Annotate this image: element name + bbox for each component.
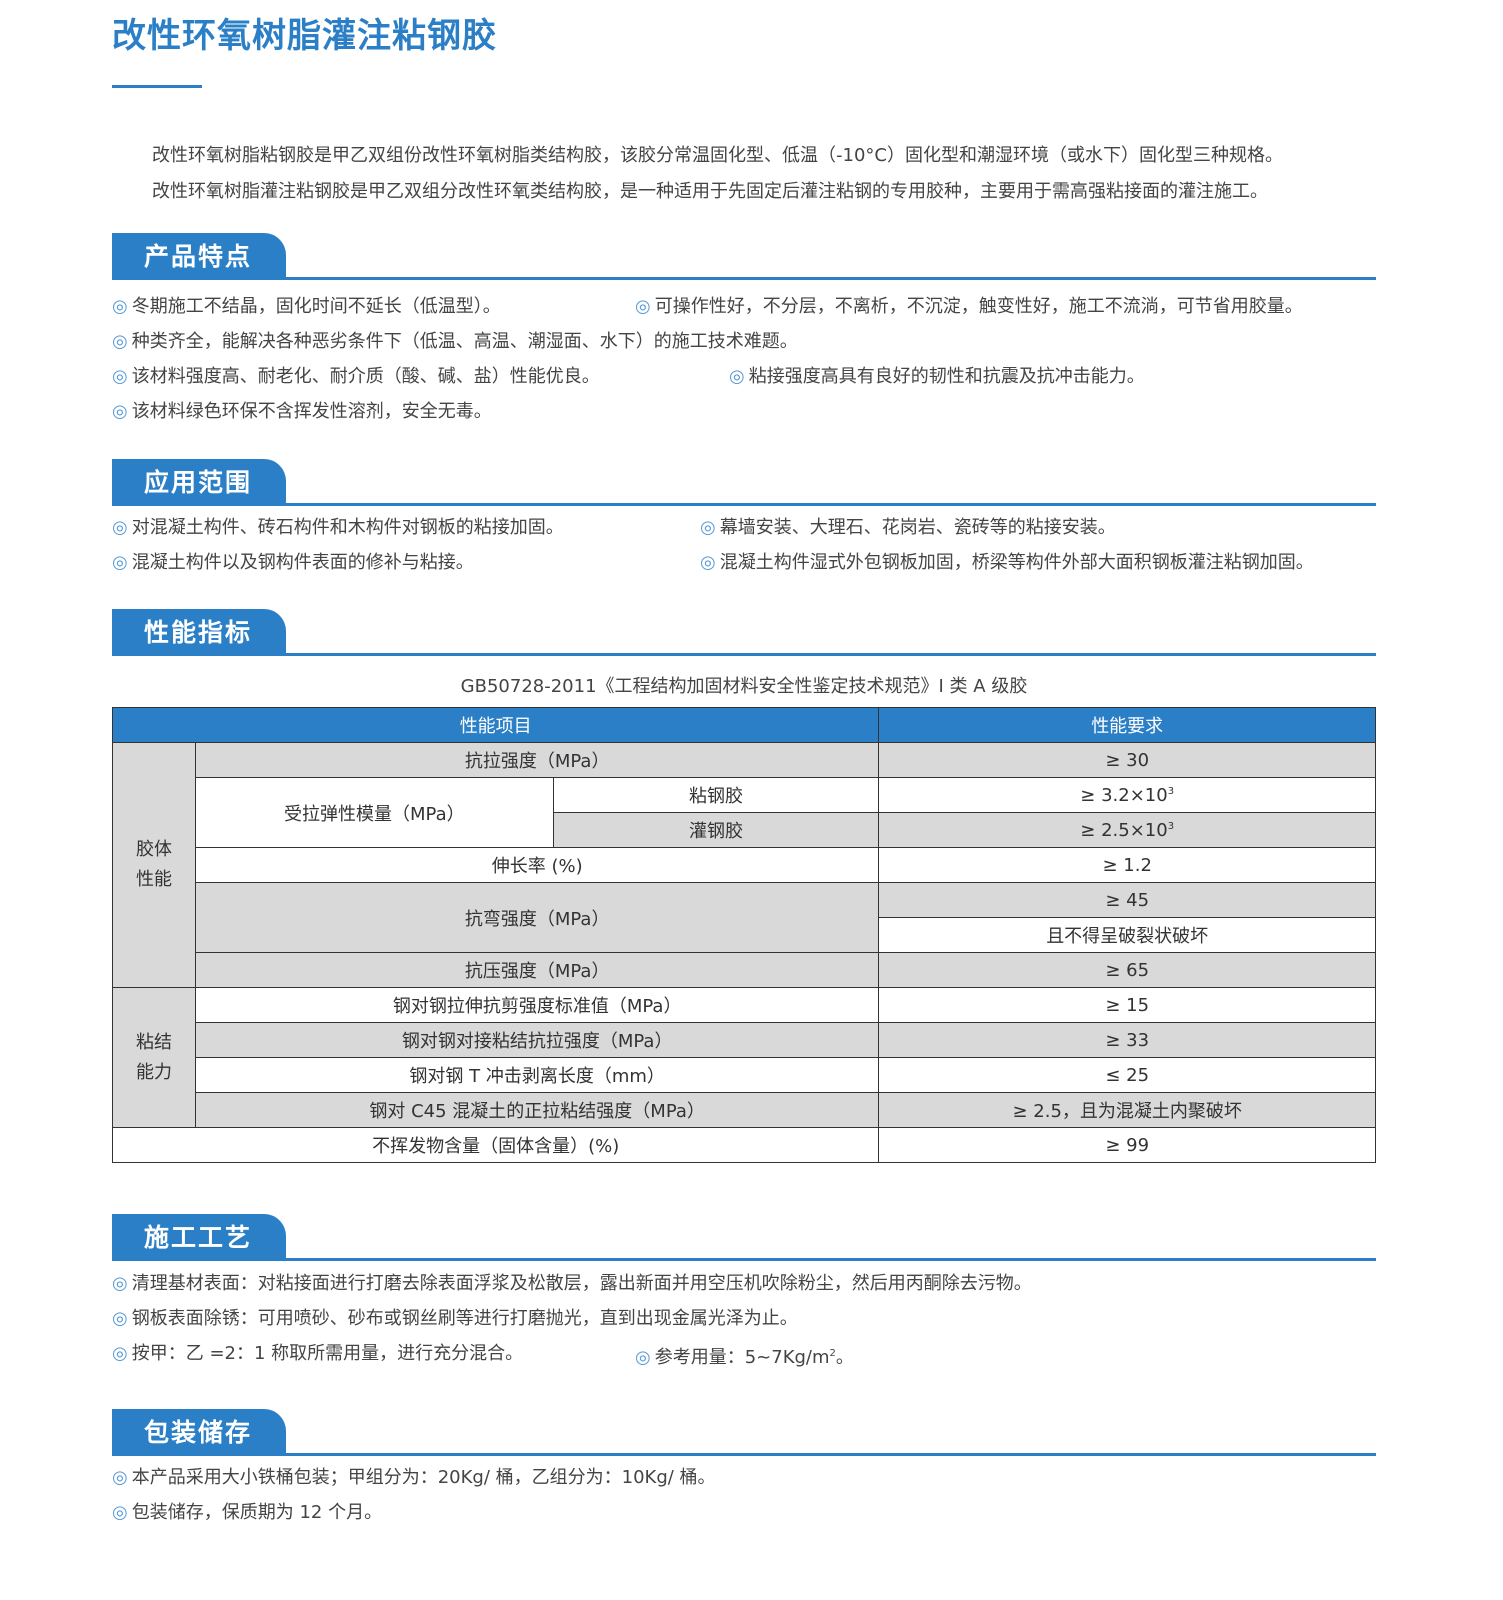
list-item: ◎ 本产品采用大小铁桶包装；甲组分为：20Kg/ 桶，乙组分为：10Kg/ 桶。 bbox=[112, 1467, 716, 1488]
table-caption: GB50728-2011《工程结构加固材料安全性鉴定技术规范》I 类 A 级胶 bbox=[460, 676, 1028, 697]
list-item: ◎ 混凝土构件以及钢构件表面的修补与粘接。 bbox=[112, 552, 474, 573]
list-item: ◎ 参考用量：5~7Kg/m2。 bbox=[635, 1347, 854, 1368]
section-storage: 包装储存 ◎ 本产品采用大小铁桶包装；甲组分为：20Kg/ 桶，乙组分为：10Kg… bbox=[112, 1409, 1376, 1523]
header-cell: 性能项目 bbox=[111, 707, 880, 743]
table-row: 钢对 C45 混凝土的正拉粘结强度（MPa） ≥ 2.5，且为混凝土内聚破坏 bbox=[113, 1092, 1376, 1128]
list-item: ◎ 混凝土构件湿式外包钢板加固，桥梁等构件外部大面积钢板灌注粘钢加固。 bbox=[700, 552, 1314, 573]
section-title: 应用范围 bbox=[112, 459, 286, 506]
list-item: ◎ 粘接强度高具有良好的韧性和抗震及抗冲击能力。 bbox=[729, 366, 1145, 387]
bullet-icon: ◎ bbox=[112, 1343, 128, 1364]
divider bbox=[112, 653, 1376, 656]
cell: 伸长率 (%) bbox=[194, 847, 880, 883]
table-row: 伸长率 (%) ≥ 1.2 bbox=[113, 847, 1376, 883]
list-item: ◎ 种类齐全，能解决各种恶劣条件下（低温、高温、潮湿面、水下）的施工技术难题。 bbox=[112, 331, 798, 352]
bullet-icon: ◎ bbox=[112, 296, 128, 317]
cell: ≥ 2.5×103 bbox=[878, 812, 1376, 848]
bullet-icon: ◎ bbox=[112, 517, 128, 538]
intro-line: 改性环氧树脂粘钢胶是甲乙双组份改性环氧树脂类结构胶，该胶分常温固化型、低温（-1… bbox=[152, 145, 1283, 166]
table-row: 灌钢胶 ≥ 2.5×103 bbox=[113, 812, 1376, 848]
cell: 钢对 C45 混凝土的正拉粘结强度（MPa） bbox=[194, 1092, 880, 1128]
list-item: ◎ 冬期施工不结晶，固化时间不延长（低温型）。 bbox=[112, 296, 501, 317]
bullet-icon: ◎ bbox=[635, 296, 651, 317]
section-title: 包装储存 bbox=[112, 1409, 286, 1456]
section-title: 施工工艺 bbox=[112, 1214, 286, 1261]
divider bbox=[112, 1258, 1376, 1261]
bullet-icon: ◎ bbox=[112, 552, 128, 573]
section-title: 产品特点 bbox=[112, 233, 286, 280]
bullet-icon: ◎ bbox=[729, 366, 745, 387]
table-row: 钢对钢 T 冲击剥离长度（mm） ≤ 25 bbox=[113, 1057, 1376, 1093]
table-row: 粘结 能力 钢对钢拉伸抗剪强度标准值（MPa） ≥ 15 bbox=[112, 987, 1376, 1128]
bullet-icon: ◎ bbox=[700, 552, 716, 573]
list-item: ◎ 对混凝土构件、砖石构件和木构件对钢板的粘接加固。 bbox=[112, 517, 564, 538]
section-scope: 应用范围 ◎ 对混凝土构件、砖石构件和木构件对钢板的粘接加固。 ◎ 幕墙安装、大理石… bbox=[112, 459, 1376, 573]
cell: 粘钢胶 bbox=[552, 777, 880, 813]
divider bbox=[112, 277, 1376, 280]
list-item: ◎ 可操作性好，不分层，不离析，不沉淀，触变性好，施工不流淌，可节省用胶量。 bbox=[635, 296, 1303, 317]
list-item: ◎ 钢板表面除锈：可用喷砂、砂布或钢丝刷等进行打磨抛光，直到出现金属光泽为止。 bbox=[112, 1308, 798, 1329]
bullet-icon: ◎ bbox=[635, 1347, 651, 1368]
table-row: 且不得呈破裂状破坏 bbox=[113, 917, 1376, 953]
header-cell: 性能要求 bbox=[878, 707, 1376, 743]
cell: ≥ 1.2 bbox=[878, 847, 1376, 883]
cell: 不挥发物含量（固体含量）(%) bbox=[111, 1127, 880, 1163]
table-row: 钢对钢对接粘结抗拉强度（MPa） ≥ 33 bbox=[113, 1022, 1376, 1058]
cell: 灌钢胶 bbox=[552, 812, 880, 848]
title-underline bbox=[112, 85, 202, 88]
section-process: 施工工艺 ◎ 清理基材表面：对粘接面进行打磨去除表面浮浆及松散层，露出新面并用空压… bbox=[112, 1214, 1376, 1368]
performance-table: 性能项目 性能要求 胶体 性能 抗拉强度（MPa） ≥ 30 受拉弹性模量（MPa）粘… bbox=[111, 707, 1376, 1163]
cell: 抗弯强度（MPa） bbox=[194, 882, 880, 953]
list-item: ◎ 幕墙安装、大理石、花岗岩、瓷砖等的粘接安装。 bbox=[700, 517, 1116, 538]
cell: 钢对钢对接粘结抗拉强度（MPa） bbox=[194, 1022, 880, 1058]
group-cell: 粘结 能力 bbox=[112, 987, 196, 1128]
table-row: 胶体 性能 抗拉强度（MPa） ≥ 30 bbox=[112, 742, 1376, 988]
section-features: 产品特点 ◎ 冬期施工不结晶，固化时间不延长（低温型）。 ◎ 可操作性好，不分层，不… bbox=[112, 233, 1376, 422]
cell: 抗压强度（MPa） bbox=[194, 952, 880, 988]
cell: 钢对钢拉伸抗剪强度标准值（MPa） bbox=[194, 987, 880, 1023]
bullet-icon: ◎ bbox=[112, 1308, 128, 1329]
bullet-icon: ◎ bbox=[700, 517, 716, 538]
intro: 改性环氧树脂粘钢胶是甲乙双组份改性环氧树脂类结构胶，该胶分常温固化型、低温（-1… bbox=[152, 138, 1283, 210]
bullet-icon: ◎ bbox=[112, 366, 128, 387]
cell: ≤ 25 bbox=[878, 1057, 1376, 1093]
cell: ≥ 30 bbox=[878, 742, 1376, 778]
table-header: 性能项目 性能要求 bbox=[111, 707, 1376, 743]
table-row: 受拉弹性模量（MPa） 粘钢胶 ≥ 3.2×103 bbox=[113, 777, 1376, 848]
list-item: ◎ 该材料强度高、耐老化、耐介质（酸、碱、盐）性能优良。 bbox=[112, 366, 600, 387]
cell: ≥ 33 bbox=[878, 1022, 1376, 1058]
bullet-icon: ◎ bbox=[112, 1502, 128, 1523]
cell: 受拉弹性模量（MPa） bbox=[194, 777, 554, 848]
cell: 且不得呈破裂状破坏 bbox=[878, 917, 1376, 953]
cell: ≥ 2.5，且为混凝土内聚破坏 bbox=[878, 1092, 1376, 1128]
table-row: 抗弯强度（MPa） ≥ 45 bbox=[113, 882, 1376, 953]
bullet-icon: ◎ bbox=[112, 1273, 128, 1294]
cell: ≥ 65 bbox=[878, 952, 1376, 988]
bullet-icon: ◎ bbox=[112, 401, 128, 422]
list-item: ◎ 按甲：乙 =2：1 称取所需用量，进行充分混合。 bbox=[112, 1343, 524, 1364]
list-item: ◎ 该材料绿色环保不含挥发性溶剂，安全无毒。 bbox=[112, 401, 492, 422]
section-performance: 性能指标 bbox=[112, 609, 1376, 656]
intro-line: 改性环氧树脂灌注粘钢胶是甲乙双组分改性环氧类结构胶，是一种适用于先固定后灌注粘钢… bbox=[152, 181, 1268, 202]
list-item: ◎ 包装储存，保质期为 12 个月。 bbox=[112, 1502, 383, 1523]
divider bbox=[112, 503, 1376, 506]
section-title: 性能指标 bbox=[112, 609, 286, 656]
bullet-icon: ◎ bbox=[112, 331, 128, 352]
bullet-icon: ◎ bbox=[112, 1467, 128, 1488]
list-item: ◎ 清理基材表面：对粘接面进行打磨去除表面浮浆及松散层，露出新面并用空压机吹除粉尘… bbox=[112, 1273, 1032, 1294]
cell: 钢对钢 T 冲击剥离长度（mm） bbox=[194, 1057, 880, 1093]
cell: ≥ 99 bbox=[878, 1127, 1376, 1163]
cell: ≥ 3.2×103 bbox=[878, 777, 1376, 813]
group-cell: 胶体 性能 bbox=[112, 742, 196, 988]
table-row: 不挥发物含量（固体含量）(%) ≥ 99 bbox=[111, 1127, 1376, 1163]
table-row: 抗压强度（MPa） ≥ 65 bbox=[113, 952, 1376, 988]
cell: ≥ 15 bbox=[878, 987, 1376, 1023]
page-title: 改性环氧树脂灌注粘钢胶 bbox=[112, 16, 497, 56]
cell: ≥ 45 bbox=[878, 882, 1376, 918]
divider bbox=[112, 1453, 1376, 1456]
cell: 抗拉强度（MPa） bbox=[194, 742, 880, 778]
